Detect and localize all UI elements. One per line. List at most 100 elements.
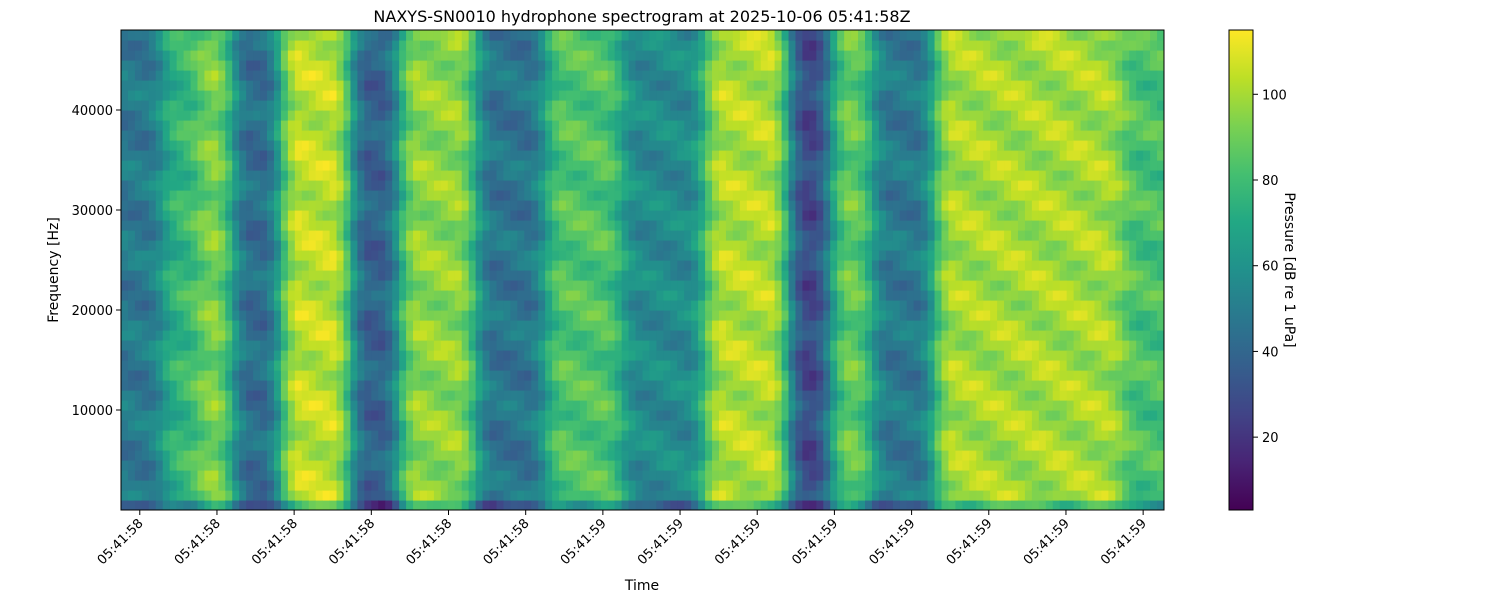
- heatmap-cell: [531, 500, 539, 510]
- heatmap-cell: [273, 130, 282, 141]
- heatmap-cell: [121, 470, 129, 481]
- heatmap-cell: [489, 410, 498, 421]
- heatmap-cell: [691, 390, 699, 401]
- heatmap-cell: [315, 260, 324, 271]
- heatmap-cell: [183, 300, 192, 311]
- heatmap-cell: [190, 280, 199, 291]
- heatmap-cell: [329, 430, 338, 441]
- heatmap-cell: [566, 220, 574, 231]
- heatmap-cell: [239, 280, 247, 291]
- heatmap-cell: [774, 140, 783, 151]
- heatmap-cell: [294, 90, 303, 101]
- heatmap-cell: [294, 80, 303, 91]
- heatmap-cell: [134, 100, 143, 111]
- heatmap-cell: [183, 150, 192, 161]
- heatmap-cell: [767, 500, 776, 510]
- heatmap-cell: [141, 120, 150, 131]
- heatmap-cell: [225, 490, 233, 501]
- heatmap-cell: [315, 220, 324, 231]
- heatmap-cell: [461, 450, 470, 461]
- heatmap-cell: [308, 470, 317, 481]
- heatmap-cell: [496, 170, 505, 181]
- heatmap-cell: [267, 70, 275, 81]
- heatmap-cell: [830, 490, 838, 501]
- heatmap-cell: [767, 440, 776, 451]
- heatmap-cell: [628, 310, 637, 321]
- heatmap-cell: [753, 160, 762, 171]
- heatmap-cell: [746, 450, 755, 461]
- heatmap-cell: [371, 240, 379, 251]
- heatmap-cell: [628, 360, 637, 371]
- heatmap-cell: [607, 60, 616, 71]
- heatmap-cell: [190, 170, 199, 181]
- heatmap-cell: [579, 300, 588, 311]
- heatmap-cell: [447, 350, 456, 361]
- heatmap-cell: [399, 360, 407, 371]
- heatmap-cell: [440, 260, 449, 271]
- heatmap-cell: [162, 290, 171, 301]
- heatmap-cell: [552, 240, 560, 251]
- heatmap-cell: [127, 340, 136, 351]
- heatmap-cell: [621, 260, 630, 271]
- heatmap-cell: [413, 40, 421, 51]
- heatmap-cell: [211, 310, 219, 321]
- heatmap-cell: [607, 350, 616, 361]
- heatmap-cell: [183, 470, 192, 481]
- heatmap-cell: [127, 160, 136, 171]
- heatmap-cell: [628, 480, 637, 491]
- heatmap-cell: [503, 310, 511, 321]
- heatmap-cell: [218, 470, 226, 481]
- heatmap-cell: [830, 240, 838, 251]
- heatmap-cell: [336, 110, 345, 121]
- heatmap-cell: [545, 500, 553, 510]
- heatmap-cell: [705, 160, 713, 171]
- heatmap-cell: [287, 320, 296, 331]
- heatmap-cell: [607, 180, 616, 191]
- heatmap-cell: [315, 230, 324, 241]
- heatmap-cell: [239, 260, 247, 271]
- heatmap-cell: [510, 340, 518, 351]
- heatmap-cell: [155, 140, 164, 151]
- heatmap-cell: [211, 490, 219, 501]
- heatmap-cell: [225, 250, 233, 261]
- heatmap-cell: [454, 490, 463, 501]
- heatmap-cell: [461, 210, 470, 221]
- heatmap-cell: [482, 40, 491, 51]
- heatmap-cell: [746, 290, 755, 301]
- heatmap-cell: [802, 430, 810, 441]
- heatmap-cell: [329, 30, 338, 41]
- heatmap-cell: [559, 80, 567, 91]
- heatmap-cell: [795, 260, 804, 271]
- heatmap-cell: [211, 100, 219, 111]
- heatmap-cell: [253, 410, 261, 421]
- heatmap-cell: [183, 450, 192, 461]
- heatmap-cell: [600, 380, 609, 391]
- heatmap-cell: [392, 250, 400, 261]
- heatmap-cell: [816, 90, 824, 101]
- heatmap-cell: [830, 200, 838, 211]
- heatmap-cell: [260, 50, 268, 61]
- heatmap-cell: [656, 270, 664, 281]
- heatmap-cell: [155, 420, 164, 431]
- heatmap-cell: [468, 310, 477, 321]
- heatmap-cell: [649, 40, 657, 51]
- heatmap-cell: [406, 440, 414, 451]
- heatmap-cell: [823, 360, 831, 371]
- heatmap-cell: [670, 470, 678, 481]
- heatmap-cell: [566, 300, 574, 311]
- heatmap-cell: [677, 400, 685, 411]
- heatmap-cell: [524, 380, 532, 391]
- heatmap-cell: [823, 280, 831, 291]
- heatmap-cell: [169, 370, 178, 381]
- heatmap-cell: [336, 330, 345, 341]
- heatmap-cell: [531, 140, 539, 151]
- heatmap-cell: [489, 420, 498, 431]
- heatmap-cell: [642, 200, 651, 211]
- heatmap-cell: [301, 460, 310, 471]
- heatmap-cell: [816, 370, 824, 381]
- heatmap-cell: [392, 190, 400, 201]
- heatmap-cell: [503, 440, 511, 451]
- heatmap-cell: [169, 210, 178, 221]
- heatmap-cell: [371, 230, 379, 241]
- heatmap-cell: [378, 310, 386, 321]
